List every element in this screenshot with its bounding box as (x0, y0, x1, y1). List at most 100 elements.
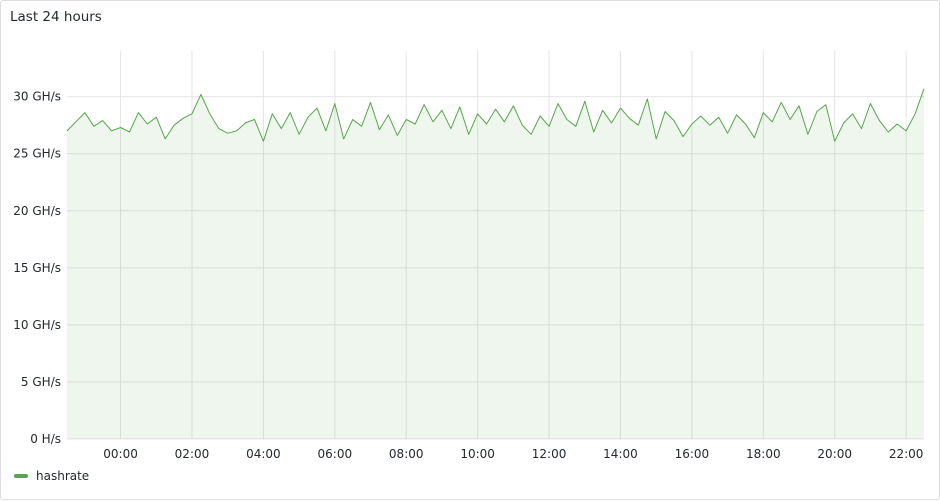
data-point (691, 124, 692, 125)
data-point (638, 125, 639, 126)
x-tick-label: 20:00 (817, 447, 852, 461)
data-point (709, 125, 710, 126)
data-point (736, 114, 737, 115)
data-point (647, 98, 648, 99)
data-point (102, 120, 103, 121)
data-point (656, 138, 657, 139)
data-point (745, 124, 746, 125)
data-point (75, 121, 76, 122)
data-point (290, 112, 291, 113)
x-tick-label: 18:00 (746, 447, 781, 461)
data-point (504, 121, 505, 122)
data-point (727, 133, 728, 134)
data-point (557, 103, 558, 104)
data-point (236, 130, 237, 131)
data-point (593, 132, 594, 133)
y-tick-label: 20 GH/s (13, 204, 61, 218)
data-point (611, 122, 612, 123)
data-point (227, 133, 228, 134)
data-point (218, 128, 219, 129)
data-point (272, 113, 273, 114)
data-point (924, 88, 925, 89)
y-tick-label: 25 GH/s (13, 147, 61, 161)
data-point (781, 102, 782, 103)
data-point (879, 120, 880, 121)
data-point (281, 128, 282, 129)
data-point (379, 129, 380, 130)
data-point (870, 103, 871, 104)
data-point (897, 124, 898, 125)
data-point (665, 111, 666, 112)
data-point (861, 128, 862, 129)
data-point (183, 118, 184, 119)
data-point (308, 117, 309, 118)
data-point (120, 127, 121, 128)
data-point (352, 119, 353, 120)
data-point (191, 113, 192, 114)
data-point (790, 119, 791, 120)
y-tick-label: 15 GH/s (13, 261, 61, 275)
data-point (84, 112, 85, 113)
data-point (843, 122, 844, 123)
y-tick-label: 0 H/s (30, 432, 61, 446)
data-point (549, 126, 550, 127)
data-point (834, 141, 835, 142)
x-tick-label: 08:00 (389, 447, 424, 461)
x-tick-label: 00:00 (103, 447, 138, 461)
data-point (718, 117, 719, 118)
data-point (754, 137, 755, 138)
data-point (129, 132, 130, 133)
data-point (254, 119, 255, 120)
data-point (156, 117, 157, 118)
y-tick-label: 30 GH/s (13, 90, 61, 104)
data-point (575, 126, 576, 127)
x-tick-label: 22:00 (889, 447, 924, 461)
legend-swatch-icon (14, 474, 28, 478)
data-point (620, 108, 621, 109)
data-point (397, 135, 398, 136)
panel-title: Last 24 hours (10, 9, 102, 25)
x-tick-label: 02:00 (175, 447, 210, 461)
data-point (799, 105, 800, 106)
data-point (111, 130, 112, 131)
x-tick-label: 06:00 (318, 447, 353, 461)
data-point (700, 116, 701, 117)
data-point (388, 114, 389, 115)
data-point (93, 126, 94, 127)
legend-item-hashrate[interactable]: hashrate (14, 469, 89, 483)
data-point (915, 113, 916, 114)
data-point (816, 111, 817, 112)
data-point (441, 110, 442, 111)
data-point (486, 124, 487, 125)
data-point (325, 130, 326, 131)
data-point (772, 121, 773, 122)
x-tick-label: 16:00 (675, 447, 710, 461)
legend-label: hashrate (36, 469, 90, 483)
data-point (245, 122, 246, 123)
data-point (138, 112, 139, 113)
data-point (477, 113, 478, 114)
hashrate-area (67, 88, 924, 439)
data-point (263, 141, 264, 142)
data-point (433, 121, 434, 122)
data-point (406, 119, 407, 120)
data-point (370, 102, 371, 103)
data-point (200, 94, 201, 95)
data-point (361, 126, 362, 127)
data-point (174, 125, 175, 126)
data-point (682, 136, 683, 137)
data-point (602, 110, 603, 111)
data-point (629, 118, 630, 119)
data-point (459, 106, 460, 107)
data-point (906, 130, 907, 131)
y-tick-label: 5 GH/s (21, 375, 61, 389)
data-point (334, 103, 335, 104)
data-point (540, 116, 541, 117)
data-point (67, 130, 68, 131)
data-point (424, 104, 425, 105)
data-point (165, 138, 166, 139)
data-point (888, 132, 889, 133)
data-point (415, 124, 416, 125)
